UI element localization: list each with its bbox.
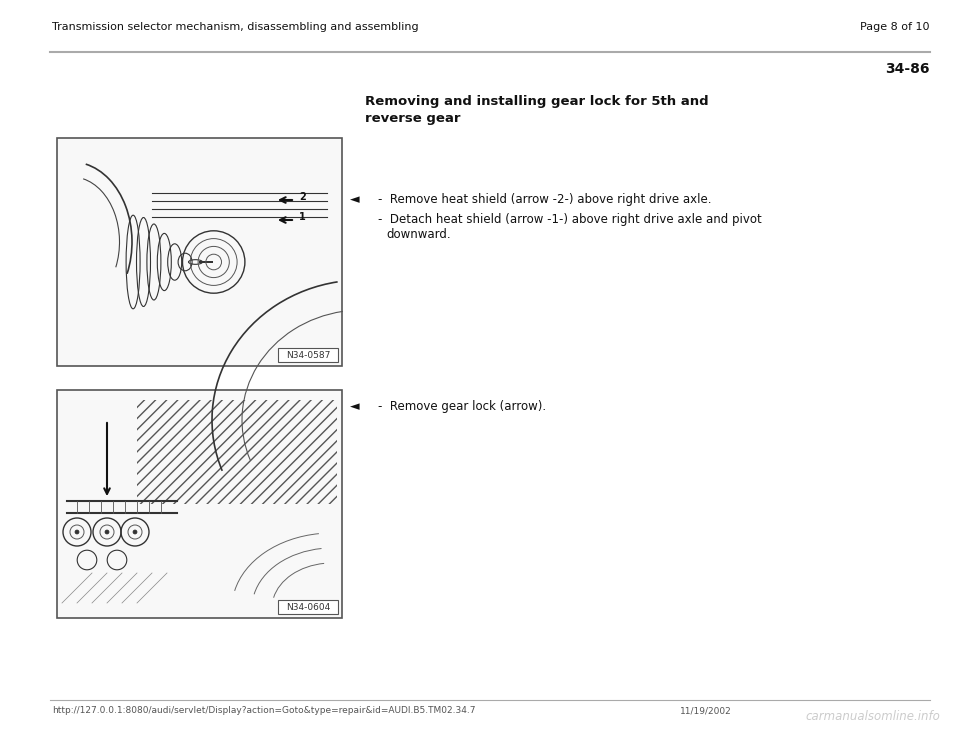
Text: Page 8 of 10: Page 8 of 10 — [860, 22, 930, 32]
Circle shape — [105, 530, 109, 534]
Text: carmanualsomline.info: carmanualsomline.info — [805, 710, 940, 723]
Bar — [57, 390, 342, 618]
Text: downward.: downward. — [386, 228, 450, 241]
Text: N34-0604: N34-0604 — [286, 603, 330, 611]
Text: -  Remove gear lock (arrow).: - Remove gear lock (arrow). — [378, 400, 546, 413]
Text: N34-0587: N34-0587 — [286, 350, 330, 360]
Bar — [57, 138, 342, 366]
Circle shape — [133, 530, 137, 534]
Text: -  Detach heat shield (arrow -1-) above right drive axle and pivot: - Detach heat shield (arrow -1-) above r… — [378, 213, 761, 226]
Text: 34-86: 34-86 — [885, 62, 930, 76]
Bar — [278, 348, 338, 362]
Text: 2: 2 — [299, 192, 305, 202]
Text: 11/19/2002: 11/19/2002 — [680, 706, 732, 715]
Text: 1: 1 — [299, 212, 305, 222]
Text: ◄: ◄ — [350, 193, 360, 206]
Bar — [137, 400, 337, 504]
Text: -  Remove heat shield (arrow -2-) above right drive axle.: - Remove heat shield (arrow -2-) above r… — [378, 193, 711, 206]
Text: Transmission selector mechanism, disassembling and assembling: Transmission selector mechanism, disasse… — [52, 22, 419, 32]
Text: reverse gear: reverse gear — [365, 112, 461, 125]
Circle shape — [75, 530, 79, 534]
Text: ◄: ◄ — [350, 400, 360, 413]
Text: Removing and installing gear lock for 5th and: Removing and installing gear lock for 5t… — [365, 95, 708, 108]
Text: http://127.0.0.1:8080/audi/servlet/Display?action=Goto&type=repair&id=AUDI.B5.TM: http://127.0.0.1:8080/audi/servlet/Displ… — [52, 706, 475, 715]
Bar — [278, 600, 338, 614]
